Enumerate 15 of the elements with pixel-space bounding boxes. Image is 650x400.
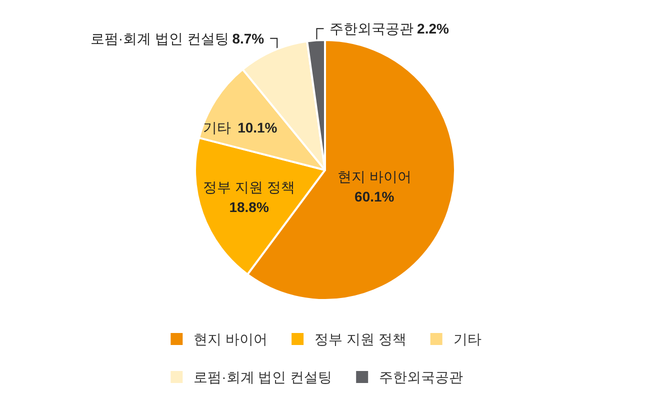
data-label: 60.1%: [354, 188, 395, 204]
slice-label: 주한외국공관: [330, 20, 414, 37]
legend-label: 로펌·회계 법인 컨설팅: [194, 369, 332, 385]
slice-label: 기타: [202, 120, 231, 136]
legend-label: 정부 지원 정책: [314, 331, 406, 347]
legend-label: 주한외국공관: [379, 369, 464, 385]
slice-label: 정부 지원 정책: [203, 178, 295, 195]
legend-label: 현지 바이어: [194, 331, 268, 347]
slice-label: 현지 바이어: [337, 168, 412, 184]
legend-label: 기타: [453, 331, 482, 347]
data-label: 10.1%: [238, 120, 278, 136]
data-label: 8.7%: [232, 30, 265, 46]
data-label: 18.8%: [229, 198, 270, 215]
data-label: 2.2%: [417, 20, 450, 37]
slice-label: 로펌·회계 법인 컨설팅: [90, 30, 229, 46]
